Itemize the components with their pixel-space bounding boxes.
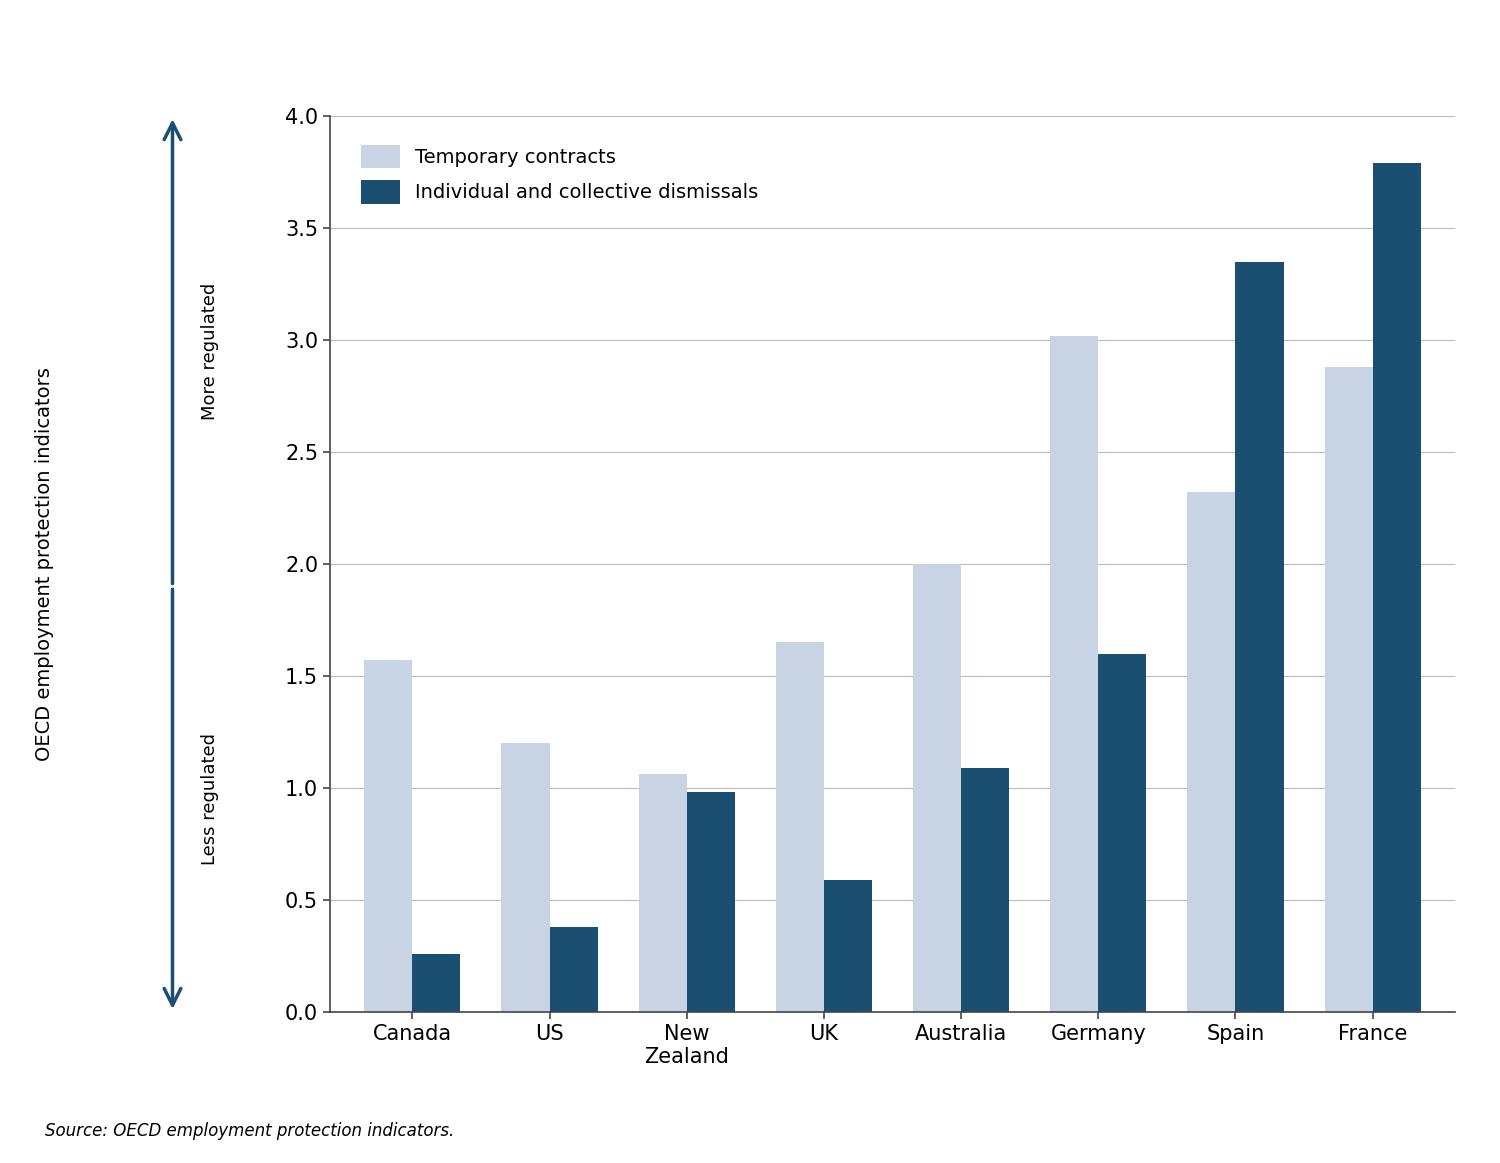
Bar (1050, 336, 1098, 1012)
Bar (776, 642, 824, 1012)
Text: Source: OECD employment protection indicators.: Source: OECD employment protection indic… (45, 1122, 455, 1140)
Bar (1324, 368, 1372, 1012)
Bar (413, 954, 460, 1012)
Text: OECD employment protection indicators: OECD employment protection indicators (36, 368, 54, 761)
Bar (962, 768, 1010, 1012)
Bar (549, 927, 597, 1012)
Bar (1188, 492, 1236, 1012)
Bar (639, 775, 687, 1012)
Bar (914, 564, 962, 1012)
Text: More regulated: More regulated (201, 283, 219, 420)
Bar (824, 879, 872, 1012)
Bar (687, 792, 735, 1012)
Text: Less regulated: Less regulated (201, 733, 219, 865)
Bar (1236, 262, 1284, 1012)
Bar (501, 743, 549, 1012)
Bar (364, 661, 413, 1012)
Bar (1098, 654, 1146, 1012)
Bar (1372, 163, 1420, 1012)
Legend: Temporary contracts, Individual and collective dismissals: Temporary contracts, Individual and coll… (351, 135, 768, 214)
